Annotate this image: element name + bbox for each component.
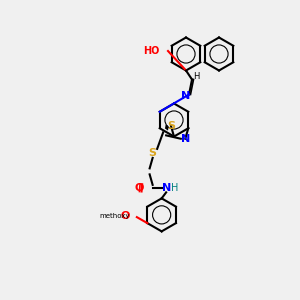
Text: H: H	[171, 183, 178, 193]
Text: HO: HO	[143, 46, 160, 56]
Text: H: H	[193, 72, 200, 81]
Text: N: N	[181, 134, 190, 144]
Text: O: O	[134, 183, 144, 193]
Text: N: N	[161, 183, 171, 193]
Text: S: S	[167, 121, 175, 131]
Text: methoxy: methoxy	[99, 213, 130, 219]
Text: N: N	[181, 91, 190, 101]
Text: O: O	[120, 211, 130, 220]
Text: S: S	[148, 148, 157, 158]
